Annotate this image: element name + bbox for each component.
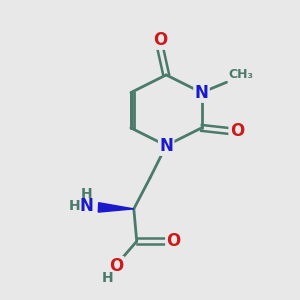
Text: CH₃: CH₃ — [228, 68, 253, 81]
Text: N: N — [195, 84, 208, 102]
Text: H: H — [68, 199, 80, 213]
Text: O: O — [230, 122, 244, 140]
Text: O: O — [167, 232, 181, 250]
Polygon shape — [98, 203, 134, 212]
Text: H: H — [101, 271, 113, 285]
Text: H: H — [81, 187, 92, 201]
Text: N: N — [159, 136, 173, 154]
Text: O: O — [109, 257, 123, 275]
Text: N: N — [80, 197, 94, 215]
Text: O: O — [153, 31, 167, 49]
